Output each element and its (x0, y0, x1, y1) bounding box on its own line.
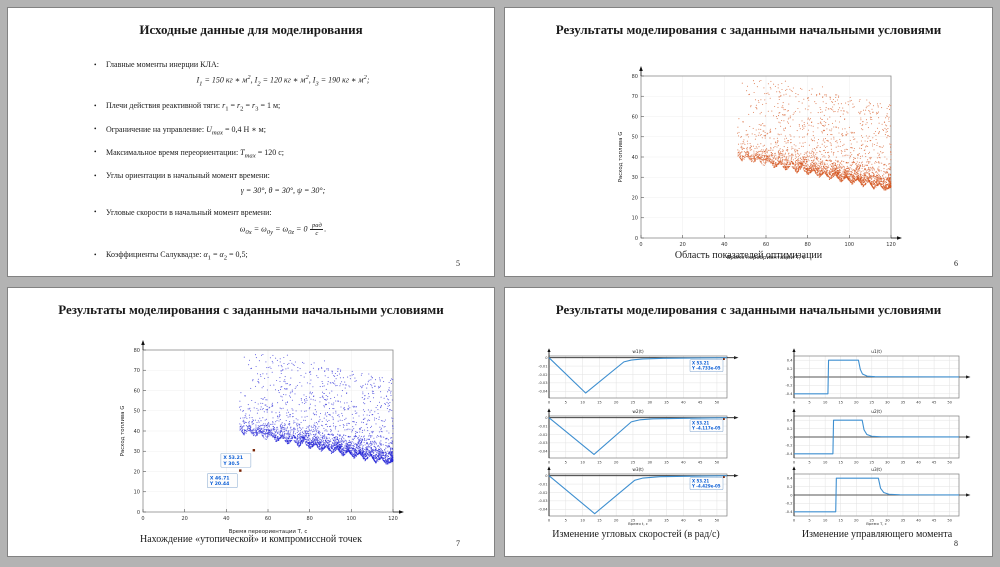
slide-title: Результаты моделирования с заданными нач… (58, 302, 444, 317)
svg-text:40: 40 (632, 155, 638, 161)
w1-svg: 0 5 10 15 20 25 30 35 40 45 500-0.01-0.02-0.03-0.0… (538, 348, 739, 405)
chart-caption: Область показателей оптимизации (674, 250, 823, 261)
optimization-area-svg: 0 20 40 60 80 100 120 0 10 20 30 40 50 60 70 80 Время пе… (618, 66, 902, 261)
slide-5: Исходные данные для моделирования • Главн… (7, 7, 495, 277)
slide-8: Результаты моделирования с заданными нач… (504, 287, 993, 557)
omega3-chart: 0 5 10 15 20 25 30 35 40 45 50 0 -0.01 -0.02 -0.03 -0.0… (533, 466, 745, 526)
svg-text:60: 60 (632, 114, 638, 120)
svg-text:0: 0 (635, 236, 638, 242)
w3-svg: 0 5 10 15 20 25 30 35 40 45 500-0.01-0.02-0.03-0.0… (538, 466, 739, 526)
svg-text:80: 80 (134, 348, 140, 354)
svg-text:120: 120 (886, 242, 896, 248)
svg-text:80: 80 (306, 516, 312, 522)
svg-text:20: 20 (181, 516, 187, 522)
u1-chart: 0 5 10 15 20 25 30 35 40 45 50 0.4 0.2 0 -0.2 -0.4 u1(t) (778, 348, 977, 408)
omega2-chart: 0 5 10 15 20 25 30 35 40 45 50 0 -0.01 -0.02 -0.03 -0.0… (533, 408, 745, 468)
svg-text:60: 60 (265, 516, 271, 522)
svg-text:120: 120 (388, 516, 398, 522)
scatter-points (737, 79, 892, 191)
svg-text:Расход топлива G: Расход топлива G (120, 406, 126, 457)
bullet-text: Максимальное время переориентации: Tmax … (106, 147, 285, 160)
u3-chart: 0 5 10 15 20 25 30 35 40 45 50 0.4 0.2 0 -0.2 -0.4 u3(t)… (778, 466, 977, 526)
bullet-text: Углы ориентации в начальный момент време… (106, 171, 460, 198)
svg-text:40: 40 (134, 429, 140, 435)
chart-caption: Нахождение «утопической» и компромиссной… (140, 534, 362, 545)
bullet-text: Ограничение на управление: Umax = 0,4 Н … (106, 124, 266, 137)
bullet-item: • Главные моменты инерции КЛА: I1 = 150 кг… (94, 60, 460, 91)
svg-text:0: 0 (639, 242, 642, 248)
slide-title: Исходные данные для моделирования (139, 22, 363, 37)
svg-text:50: 50 (632, 135, 638, 141)
bullet-item: • Коэффициенты Салуквадзе: α1 = α2 = 0,5; (94, 250, 460, 263)
bullet-marker: • (94, 171, 97, 180)
svg-text:20: 20 (632, 195, 638, 201)
bullet-text: Главные моменты инерции КЛА: I1 = 150 кг … (106, 60, 460, 91)
formula-line: γ = 30°, θ = 30°, ψ = 30°; (240, 185, 326, 195)
page-number: 7 (456, 539, 460, 548)
formula-line: I1 = 150 кг ∗ м2, I2 = 120 кг ∗ м2, I3 =… (196, 74, 370, 88)
svg-text:10: 10 (632, 216, 638, 222)
bullet-marker: • (94, 250, 97, 259)
svg-text:Расход топлива G: Расход топлива G (618, 132, 624, 183)
svg-text:30: 30 (134, 449, 140, 455)
svg-text:70: 70 (632, 94, 638, 100)
svg-text:0: 0 (137, 510, 140, 516)
slide-title: Результаты моделирования с заданными нач… (555, 302, 942, 317)
omega1-chart: 0 5 10 15 20 25 30 35 40 45 50 0 -0.01 -0.02 -0.03 -0.0… (533, 348, 745, 408)
u2-chart: 0 5 10 15 20 25 30 35 40 45 50 0.4 0.2 0 -0.2 -0.4 u2(t) (778, 408, 977, 468)
page-number: 6 (954, 259, 958, 268)
bullet-text: Коэффициенты Салуквадзе: α1 = α2 = 0,5; (106, 250, 248, 262)
svg-text:Время переориентации T, с: Время переориентации T, с (727, 255, 806, 261)
caption-control-moment: Изменение управляющего момента (801, 529, 953, 540)
u3-svg: 0 5 10 15 20 25 30 35 40 45 500.40.20-0.2-0.4u3(t)… (785, 466, 971, 526)
svg-text:100: 100 (845, 242, 855, 248)
bullet-text: Плечи действия реактивной тяги: r1 = r2 … (106, 101, 281, 113)
bullet-marker: • (94, 101, 97, 110)
svg-text:80: 80 (632, 74, 638, 80)
optimization-area-chart: 0 20 40 60 80 100 120 0 10 20 30 40 50 60 70 80 Время пе… (613, 66, 905, 266)
bullet-marker: • (94, 148, 97, 157)
utopia-compromise-svg: 0 20 40 60 80 100 120 0 10 20 30 40 50 60 70 80 Время пе… (120, 340, 404, 535)
w2-svg: 0 5 10 15 20 25 30 35 40 45 500-0.01-0.02-0.03-0.0… (538, 408, 739, 465)
slide-6: Результаты моделирования с заданными нач… (504, 7, 993, 277)
scatter-points (239, 353, 394, 465)
svg-text:20: 20 (134, 469, 140, 475)
bullet-marker: • (94, 125, 97, 134)
svg-text:Время переориентации T, с: Время переориентации T, с (229, 529, 308, 535)
slide-title: Результаты моделирования с заданными нач… (555, 22, 942, 37)
svg-text:70: 70 (134, 368, 140, 374)
bullet-marker: • (94, 208, 97, 217)
bullet-item: • Угловые скорости в начальный момент вре… (94, 208, 460, 240)
svg-text:50: 50 (134, 409, 140, 415)
svg-text:30: 30 (632, 175, 638, 181)
page-number: 8 (954, 539, 958, 548)
svg-text:60: 60 (763, 242, 769, 248)
bullet-item: • Углы ориентации в начальный момент врем… (94, 171, 460, 198)
bullet-item: • Ограничение на управление: Umax = 0,4 Н… (94, 125, 460, 138)
bullet-item: • Максимальное время переориентации: Tmax… (94, 148, 460, 161)
u1-svg: 0 5 10 15 20 25 30 35 40 45 500.40.20-0.2-0.4u1(t) (785, 348, 971, 405)
bullet-text: Угловые скорости в начальный момент врем… (106, 208, 460, 240)
slide-7: Результаты моделирования с заданными нач… (7, 287, 495, 557)
bullet-item: • Плечи действия реактивной тяги: r1 = r2… (94, 101, 460, 114)
svg-text:0: 0 (141, 516, 144, 522)
svg-text:40: 40 (223, 516, 229, 522)
caption-angular-velocities: Изменение угловых скоростей (в рад/с) (552, 529, 720, 540)
bullet-marker: • (94, 60, 97, 69)
svg-text:10: 10 (134, 490, 140, 496)
svg-text:100: 100 (347, 516, 357, 522)
svg-text:40: 40 (721, 242, 727, 248)
u2-svg: 0 5 10 15 20 25 30 35 40 45 500.40.20-0.2-0.4u2(t) (785, 408, 971, 465)
svg-text:80: 80 (804, 242, 810, 248)
svg-text:20: 20 (679, 242, 685, 248)
formula-line: ω0x = ω0y = ω0z = 0 рад с. (239, 222, 327, 238)
bullet-list: • Главные моменты инерции КЛА: I1 = 150 кг… (94, 60, 460, 273)
svg-text:60: 60 (134, 388, 140, 394)
utopia-compromise-chart: 0 20 40 60 80 100 120 0 10 20 30 40 50 60 70 80 Время пе… (115, 340, 407, 540)
page-number: 5 (456, 259, 460, 268)
